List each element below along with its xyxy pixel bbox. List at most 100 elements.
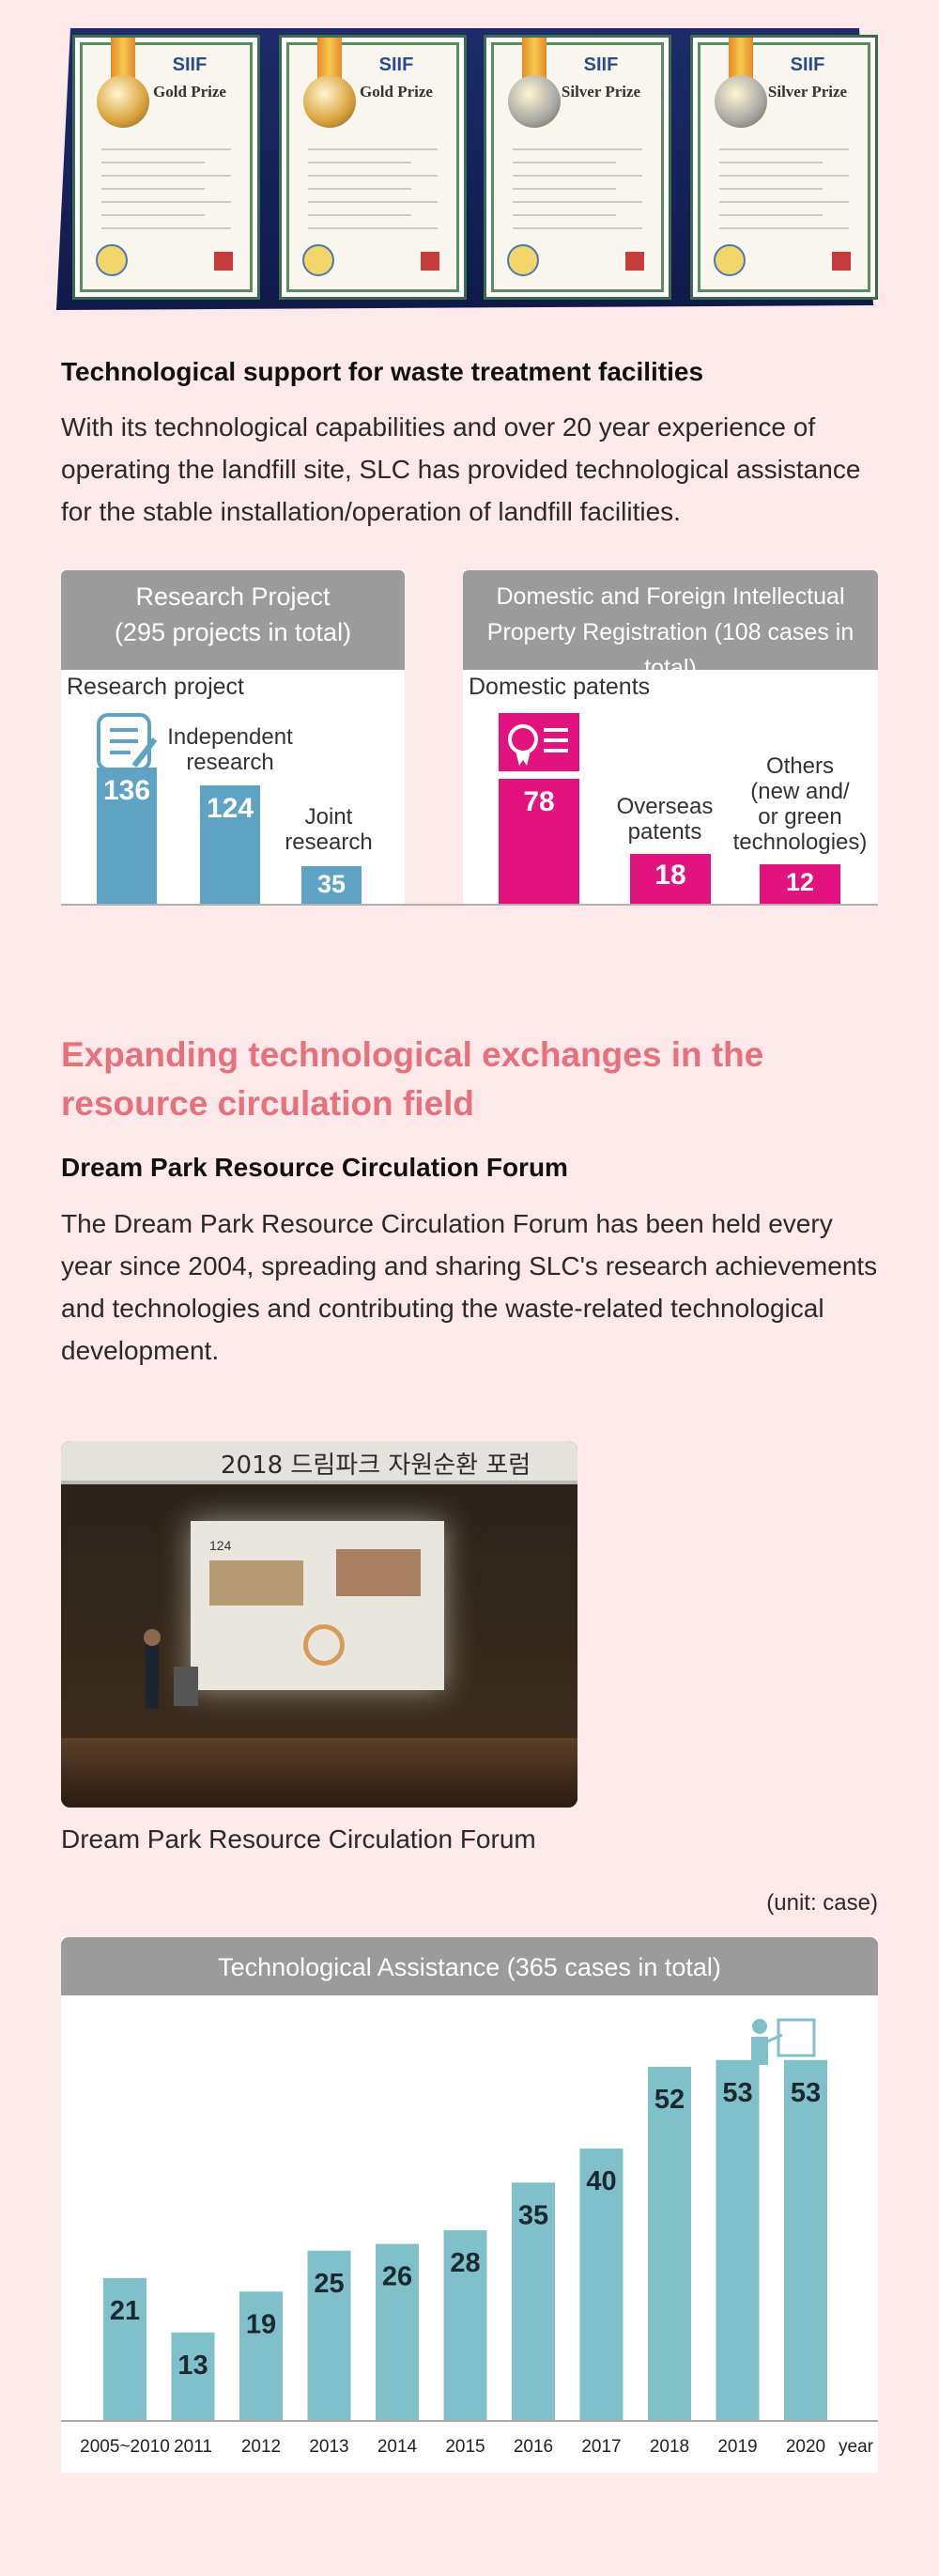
certificate-emblem bbox=[302, 244, 334, 276]
photo-slide-cycle bbox=[303, 1624, 345, 1666]
chart-bar bbox=[103, 2277, 146, 2421]
ip-panel: Domestic and Foreign Intellectual Proper… bbox=[463, 570, 878, 906]
photo-banner-strip bbox=[61, 1441, 577, 1484]
certificate-seal bbox=[214, 252, 233, 271]
certificate-text-line bbox=[101, 188, 205, 190]
certificate-logo: SIIF bbox=[583, 54, 619, 75]
certificate-text-line bbox=[101, 162, 205, 163]
certificate-text-line bbox=[308, 162, 411, 163]
others-line1: Others bbox=[765, 753, 835, 779]
medal-ribbon bbox=[317, 38, 342, 79]
panels-baseline bbox=[61, 904, 878, 906]
chart-header-base bbox=[61, 1975, 878, 1995]
certificate-text-line bbox=[513, 227, 642, 229]
chart-data-label: 40 bbox=[586, 2166, 616, 2196]
ip-label-overseas: Overseas patents bbox=[613, 794, 716, 845]
certificate-prize: Gold Prize bbox=[153, 83, 226, 101]
certificate-logo: SIIF bbox=[790, 54, 825, 75]
chart-bar bbox=[239, 2291, 283, 2421]
ip-bar-overseas-value: 18 bbox=[654, 860, 686, 891]
chart-tick-label: 2013 bbox=[309, 2437, 348, 2457]
photo-audience bbox=[61, 1738, 577, 1808]
overseas-line1: Overseas bbox=[616, 794, 714, 819]
research-bar-total-value: 136 bbox=[102, 775, 151, 806]
chart-bar bbox=[443, 2230, 487, 2421]
chart-data-label: 13 bbox=[177, 2351, 208, 2381]
chart-tick-label: 2015 bbox=[445, 2437, 485, 2457]
unit-note: (unit: case) bbox=[766, 1890, 878, 1916]
research-panel-subtitle: Research project bbox=[67, 674, 244, 700]
chart-bar bbox=[307, 2250, 351, 2421]
certificate-text-line bbox=[719, 188, 823, 190]
research-panel: Research Project (295 projects in total)… bbox=[61, 570, 405, 906]
certificate-icon bbox=[499, 713, 579, 771]
chart-bar bbox=[648, 2067, 691, 2421]
ip-bar-overseas: 18 bbox=[630, 854, 711, 904]
ip-panel-subtitle: Domestic patents bbox=[469, 674, 651, 700]
forum-body: The Dream Park Resource Circulation Foru… bbox=[61, 1209, 878, 1365]
photo-speaker bbox=[146, 1643, 159, 1709]
chart-data-label: 35 bbox=[518, 2200, 548, 2230]
medal-icon bbox=[303, 75, 356, 128]
ip-label-others: Others (new and/ or green technologies) bbox=[730, 753, 870, 855]
certificate-text-line bbox=[719, 201, 849, 203]
document-icon bbox=[97, 713, 158, 771]
chart-bar bbox=[171, 2332, 215, 2421]
others-line2: (new and/ bbox=[750, 779, 850, 804]
certificates-photo: SIIF Gold Prize SIIF Gold Prize SIIF Silver P… bbox=[52, 0, 878, 324]
independent-line1: Independent bbox=[167, 724, 293, 750]
joint-line2: research bbox=[285, 830, 373, 855]
certificate: SIIF Gold Prize bbox=[286, 38, 459, 292]
chart-tick-label: 2017 bbox=[581, 2437, 621, 2457]
presenter-board-icon bbox=[777, 2018, 816, 2057]
research-label-independent: Independent research bbox=[164, 724, 296, 775]
ip-panel-header: Domestic and Foreign Intellectual Proper… bbox=[463, 570, 878, 681]
photo-slide-image-2 bbox=[336, 1549, 421, 1596]
research-bar-joint: 35 bbox=[301, 866, 362, 904]
chart-bar bbox=[512, 2182, 555, 2421]
certificate-folder bbox=[56, 28, 873, 310]
certificate-text-line bbox=[719, 148, 849, 150]
certificate-prize: Silver Prize bbox=[767, 83, 848, 101]
certificate-text-line bbox=[308, 227, 438, 229]
photo-slide-image-1 bbox=[209, 1560, 303, 1606]
others-line3: or green bbox=[758, 804, 842, 830]
certificate-logo: SIIF bbox=[172, 54, 208, 75]
certificate-text-line bbox=[719, 227, 849, 229]
ip-bar-domestic-value: 78 bbox=[523, 786, 555, 817]
joint-line1: Joint bbox=[304, 804, 353, 830]
ip-bar-others: 12 bbox=[760, 864, 840, 904]
photo-banner: 2018 드림파크 자원순환 포럼 bbox=[221, 1451, 531, 1480]
certificate-text-line bbox=[101, 214, 205, 216]
certificate-emblem bbox=[96, 244, 128, 276]
research-panel-header: Research Project (295 projects in total) bbox=[61, 570, 405, 670]
exchange-section-title: Expanding technological exchanges in the… bbox=[61, 1035, 764, 1123]
chart-tick-label: 2016 bbox=[514, 2437, 553, 2457]
chart-tick-label: 2018 bbox=[650, 2437, 689, 2457]
chart-data-label: 19 bbox=[246, 2309, 276, 2339]
medal-icon bbox=[508, 75, 561, 128]
chart-bar bbox=[784, 2059, 827, 2421]
photo-podium bbox=[174, 1667, 198, 1706]
presenter-icon bbox=[752, 2019, 767, 2034]
certificate-prize: Silver Prize bbox=[561, 83, 641, 101]
certificate-text-line bbox=[513, 201, 642, 203]
certificate-prize: Gold Prize bbox=[360, 83, 433, 101]
chart-data-label: 26 bbox=[382, 2262, 412, 2292]
chart-tick-label: 2019 bbox=[717, 2437, 757, 2457]
chart-data-label: 52 bbox=[654, 2085, 685, 2115]
certificate: SIIF Silver Prize bbox=[491, 38, 664, 292]
certificate-logo: SIIF bbox=[378, 54, 414, 75]
others-line4: technologies) bbox=[732, 830, 868, 855]
chart-data-label: 25 bbox=[314, 2269, 344, 2299]
ip-bar-others-value: 12 bbox=[785, 868, 815, 896]
certificate-text-line bbox=[101, 201, 231, 203]
certificate-seal bbox=[625, 252, 644, 271]
medal-ribbon bbox=[522, 38, 546, 79]
certificate-text-line bbox=[308, 148, 438, 150]
medal-icon bbox=[715, 75, 767, 128]
tech-assistance-chart: Technological Assistance (365 cases in t… bbox=[61, 1937, 878, 2473]
chart-bar bbox=[716, 2059, 760, 2421]
certificate-text-line bbox=[308, 175, 438, 177]
certificate-text-line bbox=[308, 201, 438, 203]
